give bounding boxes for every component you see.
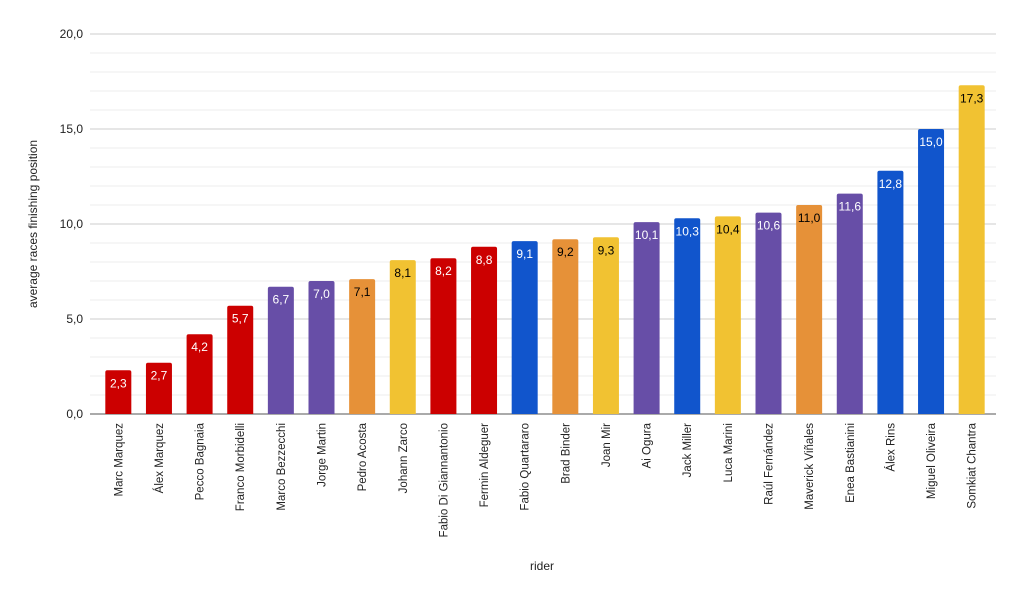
- x-tick-label: Franco Morbidelli: [235, 423, 247, 511]
- data-label: 10,1: [635, 228, 659, 242]
- bar: [633, 222, 660, 414]
- data-label: 4,2: [191, 340, 208, 354]
- x-tick-label: Luca Marini: [723, 423, 735, 482]
- data-label: 8,2: [435, 264, 452, 278]
- data-label: 9,1: [516, 247, 533, 261]
- data-label: 10,6: [757, 219, 781, 233]
- data-label: 11,0: [798, 211, 821, 225]
- bar: [389, 260, 416, 414]
- x-tick-label: Pedro Acosta: [357, 422, 369, 491]
- x-tick-label: Fabio Di Giannantonio: [438, 423, 450, 537]
- bar: [145, 362, 172, 414]
- bar: [918, 129, 945, 414]
- bar: [552, 239, 579, 414]
- bar: [796, 205, 823, 414]
- bar: [267, 286, 294, 414]
- x-tick-label: Miguel Oliveira: [926, 422, 938, 499]
- x-tick-label: Somkiat Chantra: [967, 422, 979, 508]
- x-tick-label: Maverick Viñales: [804, 423, 816, 510]
- data-label: 17,3: [960, 91, 984, 105]
- data-label: 10,3: [676, 224, 700, 238]
- data-label: 9,2: [557, 245, 574, 259]
- x-tick-label: Enea Bastianini: [845, 423, 857, 503]
- data-label: 10,4: [716, 222, 740, 236]
- bar: [308, 281, 335, 414]
- bar: [674, 218, 701, 414]
- bar: [227, 305, 254, 414]
- x-tick-label: Fermin Aldeguer: [479, 423, 491, 508]
- x-tick-label: Jack Miller: [682, 423, 694, 477]
- bar: [349, 279, 376, 414]
- y-tick-label: 15,0: [60, 122, 84, 136]
- data-label: 11,6: [839, 200, 862, 214]
- data-label: 9,3: [598, 243, 615, 257]
- bar: [105, 370, 132, 414]
- data-label: 15,0: [919, 135, 943, 149]
- data-label: 6,7: [273, 293, 290, 307]
- bar: [511, 241, 538, 414]
- data-label: 12,8: [879, 177, 903, 191]
- data-labels: 2,3 2,7 4,2 5,7 6,7 7,0 7,1 8,1 8,2 8,8 9,1 9,2 9,3 1…: [110, 91, 984, 390]
- bar: [430, 258, 457, 414]
- x-tick-label: Marco Bezzecchi: [276, 423, 288, 511]
- bar: [592, 237, 619, 414]
- y-tick-label: 5,0: [66, 312, 83, 326]
- data-label: 2,7: [151, 369, 168, 383]
- data-label: 7,0: [313, 287, 330, 301]
- x-axis-ticks: Marc Marquez Álex Marquez Pecco Bagnaia Fra…: [113, 422, 978, 537]
- bar: [186, 334, 213, 414]
- data-label: 7,1: [354, 285, 371, 299]
- y-tick-label: 0,0: [66, 407, 83, 421]
- x-tick-label: Marc Marquez: [113, 423, 125, 497]
- bars: [105, 85, 985, 415]
- data-label: 2,3: [110, 376, 127, 390]
- x-tick-label: Fabio Quartararo: [520, 423, 532, 511]
- bar: [755, 212, 782, 414]
- bar: [836, 193, 863, 414]
- bar: [958, 85, 985, 415]
- y-axis-title: average races finishing position: [26, 140, 40, 308]
- data-label: 8,8: [476, 253, 493, 267]
- x-tick-label: Brad Binder: [560, 423, 572, 484]
- y-tick-label: 20,0: [60, 27, 84, 41]
- bar: [471, 246, 498, 414]
- data-label: 5,7: [232, 312, 249, 326]
- bar: [714, 216, 741, 414]
- bar: [877, 170, 904, 414]
- x-tick-label: Álex Rins: [884, 423, 897, 472]
- x-tick-label: Álex Marquez: [153, 423, 166, 494]
- x-tick-label: Jorge Martin: [317, 423, 329, 487]
- x-tick-label: Pecco Bagnaia: [195, 422, 207, 500]
- data-label: 8,1: [394, 266, 411, 280]
- x-tick-label: Raúl Fernández: [764, 423, 776, 505]
- y-axis-ticks: 0,0 5,0 10,0 15,0 20,0: [60, 27, 84, 421]
- y-tick-label: 10,0: [60, 217, 84, 231]
- x-tick-label: Johann Zarco: [398, 423, 410, 493]
- x-tick-label: Ai Ogura: [642, 422, 654, 468]
- x-axis-title: rider: [530, 559, 554, 573]
- x-tick-label: Joan Mir: [601, 423, 613, 467]
